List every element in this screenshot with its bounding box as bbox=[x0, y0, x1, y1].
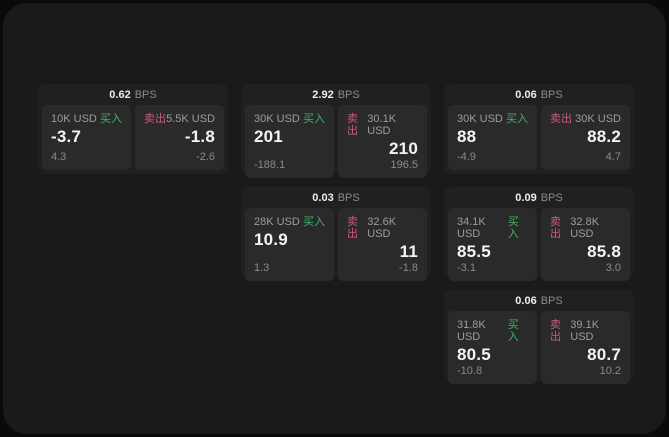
sell-panel[interactable]: 卖出 5.5K USD -1.8 -2.6 bbox=[135, 105, 224, 170]
sell-value: -1.8 bbox=[184, 127, 215, 146]
bps-value: 0.03 bbox=[312, 191, 334, 204]
bps-header: 0.06 BPS bbox=[444, 290, 634, 311]
sell-amount: 32.8K USD bbox=[570, 216, 600, 240]
bps-unit-label: BPS bbox=[540, 191, 563, 204]
sell-amount: 5.5K USD bbox=[166, 113, 215, 125]
buy-panel[interactable]: 30K USD 买入 88 -4.9 bbox=[448, 105, 537, 170]
bps-unit-label: BPS bbox=[337, 88, 360, 101]
bps-unit-label: BPS bbox=[540, 88, 563, 101]
bps-value: 0.06 bbox=[515, 88, 537, 101]
sell-side-label: 卖出 bbox=[347, 216, 358, 240]
buy-panel[interactable]: 28K USD 买入 10.9 1.3 bbox=[245, 208, 334, 281]
sell-value: 80.7 bbox=[587, 345, 621, 364]
bps-header: 0.03 BPS bbox=[241, 187, 431, 208]
bps-value: 0.09 bbox=[515, 191, 537, 204]
sell-panel[interactable]: 卖出 32.8K USD 85.8 3.0 bbox=[541, 208, 630, 281]
sell-amount: 30K USD bbox=[575, 113, 621, 125]
app-window: 0.62 BPS 10K USD 买入 -3.7 4.3 卖出 5.5K USD… bbox=[3, 3, 666, 434]
sell-delta: 3.0 bbox=[605, 262, 621, 274]
sell-amount: 32.6K USD bbox=[367, 216, 397, 240]
quote-card: 0.09 BPS 34.1K USD 买入 85.5 -3.1 卖出 32.8K… bbox=[444, 187, 634, 281]
quote-card: 0.06 BPS 30K USD 买入 88 -4.9 卖出 30K USD 8… bbox=[444, 84, 634, 174]
buy-amount: 10K USD bbox=[51, 113, 97, 125]
buy-side-label: 买入 bbox=[507, 216, 519, 240]
sell-delta: -1.8 bbox=[399, 262, 418, 274]
buy-amount: 31.8K USD bbox=[457, 319, 486, 343]
sell-value: 11 bbox=[399, 242, 418, 261]
buy-value: 85.5 bbox=[457, 242, 491, 261]
bps-header: 2.92 BPS bbox=[241, 84, 431, 105]
buy-side-label: 买入 bbox=[303, 113, 325, 125]
buy-delta: -4.9 bbox=[457, 151, 476, 163]
buy-amount: 30K USD bbox=[254, 113, 300, 125]
buy-panel[interactable]: 34.1K USD 买入 85.5 -3.1 bbox=[448, 208, 537, 281]
buy-delta: -3.1 bbox=[457, 262, 476, 274]
sell-delta: 4.7 bbox=[605, 151, 621, 163]
sell-side-label: 卖出 bbox=[550, 216, 561, 240]
sell-side-label: 卖出 bbox=[347, 113, 358, 137]
bps-header: 0.06 BPS bbox=[444, 84, 634, 105]
buy-delta: 1.3 bbox=[254, 262, 270, 274]
quote-card: 0.03 BPS 28K USD 买入 10.9 1.3 卖出 32.6K US… bbox=[241, 187, 431, 281]
sell-panel[interactable]: 卖出 39.1K USD 80.7 10.2 bbox=[541, 311, 630, 384]
sell-value: 88.2 bbox=[587, 127, 621, 146]
sell-amount: 39.1K USD bbox=[570, 319, 600, 343]
quote-card: 0.06 BPS 31.8K USD 买入 80.5 -10.8 卖出 39.1… bbox=[444, 290, 634, 384]
buy-value: 201 bbox=[254, 127, 283, 146]
bps-unit-label: BPS bbox=[134, 88, 157, 101]
quote-card: 0.62 BPS 10K USD 买入 -3.7 4.3 卖出 5.5K USD… bbox=[38, 84, 228, 174]
buy-delta: -10.8 bbox=[457, 365, 483, 377]
buy-value: 10.9 bbox=[254, 230, 288, 249]
buy-panel[interactable]: 30K USD 买入 201 -188.1 bbox=[245, 105, 334, 178]
bps-header: 0.09 BPS bbox=[444, 187, 634, 208]
buy-panel[interactable]: 31.8K USD 买入 80.5 -10.8 bbox=[448, 311, 537, 384]
bps-value: 2.92 bbox=[312, 88, 334, 101]
sell-value: 210 bbox=[389, 139, 418, 158]
sell-delta: 196.5 bbox=[390, 159, 418, 171]
sell-panel[interactable]: 卖出 32.6K USD 11 -1.8 bbox=[338, 208, 427, 281]
buy-delta: -188.1 bbox=[254, 159, 286, 171]
bps-header: 0.62 BPS bbox=[38, 84, 228, 105]
buy-value: 80.5 bbox=[457, 345, 491, 364]
buy-value: 88 bbox=[457, 127, 477, 146]
buy-amount: 28K USD bbox=[254, 216, 300, 228]
sell-side-label: 卖出 bbox=[550, 319, 561, 343]
bps-value: 0.62 bbox=[109, 88, 131, 101]
sell-delta: 10.2 bbox=[599, 365, 621, 377]
bps-value: 0.06 bbox=[515, 294, 537, 307]
buy-side-label: 买入 bbox=[506, 113, 528, 125]
sell-side-label: 卖出 bbox=[550, 113, 572, 125]
sell-panel[interactable]: 卖出 30K USD 88.2 4.7 bbox=[541, 105, 630, 170]
buy-side-label: 买入 bbox=[303, 216, 325, 228]
buy-amount: 30K USD bbox=[457, 113, 503, 125]
bps-unit-label: BPS bbox=[337, 191, 360, 204]
sell-panel[interactable]: 卖出 30.1K USD 210 196.5 bbox=[338, 105, 427, 178]
buy-side-label: 买入 bbox=[507, 319, 519, 343]
bps-unit-label: BPS bbox=[540, 294, 563, 307]
buy-side-label: 买入 bbox=[100, 113, 122, 125]
buy-delta: 4.3 bbox=[51, 151, 67, 163]
sell-delta: -2.6 bbox=[196, 151, 215, 163]
sell-side-label: 卖出 bbox=[144, 113, 166, 125]
sell-value: 85.8 bbox=[587, 242, 621, 261]
buy-panel[interactable]: 10K USD 买入 -3.7 4.3 bbox=[42, 105, 131, 170]
buy-amount: 34.1K USD bbox=[457, 216, 486, 240]
buy-value: -3.7 bbox=[51, 127, 82, 146]
sell-amount: 30.1K USD bbox=[367, 113, 397, 137]
quote-card: 2.92 BPS 30K USD 买入 201 -188.1 卖出 30.1K … bbox=[241, 84, 431, 178]
